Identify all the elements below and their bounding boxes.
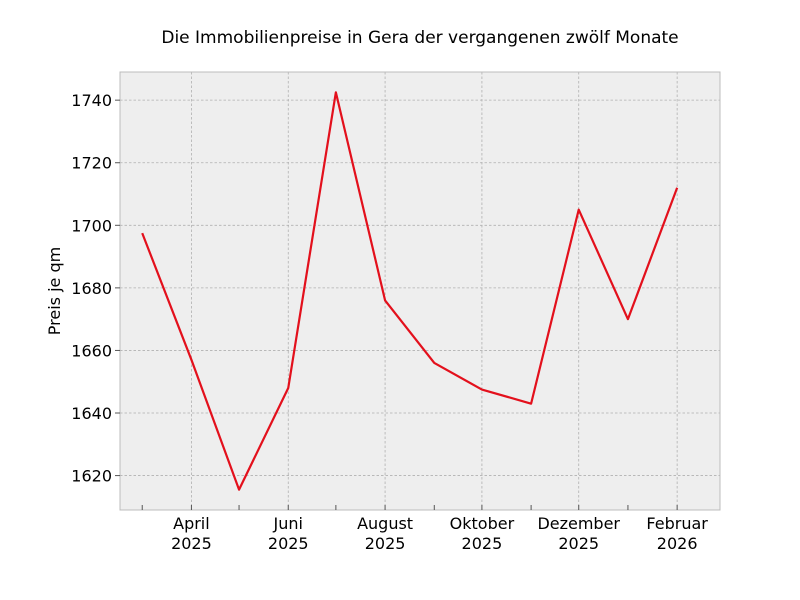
y-tick-label: 1740: [71, 91, 112, 110]
y-tick-label: 1700: [71, 216, 112, 235]
series-line: [141, 91, 679, 491]
x-tick-label: August 2025: [357, 514, 413, 553]
grid-lines: [120, 72, 720, 510]
plot-area: [120, 72, 720, 510]
y-tick-label: 1640: [71, 404, 112, 423]
x-tick-label: Dezember 2025: [537, 514, 620, 553]
chart-title: Die Immobilienpreise in Gera der vergang…: [161, 28, 678, 48]
tick-layer: 1620 1640 1660 1680 1700 1720 1740 April 2025 Jun…: [71, 91, 708, 553]
y-tick-label: 1680: [71, 279, 112, 298]
x-tick-label: Oktober 2025: [450, 514, 515, 553]
x-tick-label: April 2025: [171, 514, 212, 553]
y-axis-label: Preis je qm: [45, 247, 64, 335]
series-layer: [141, 91, 679, 491]
y-tick-label: 1720: [71, 154, 112, 173]
y-tick-label: 1660: [71, 341, 112, 360]
plot-frame: [119, 71, 721, 511]
x-tick-label: Juni 2025: [268, 514, 309, 553]
y-tick-label: 1620: [71, 467, 112, 486]
x-tick-label: Februar 2026: [646, 514, 708, 553]
